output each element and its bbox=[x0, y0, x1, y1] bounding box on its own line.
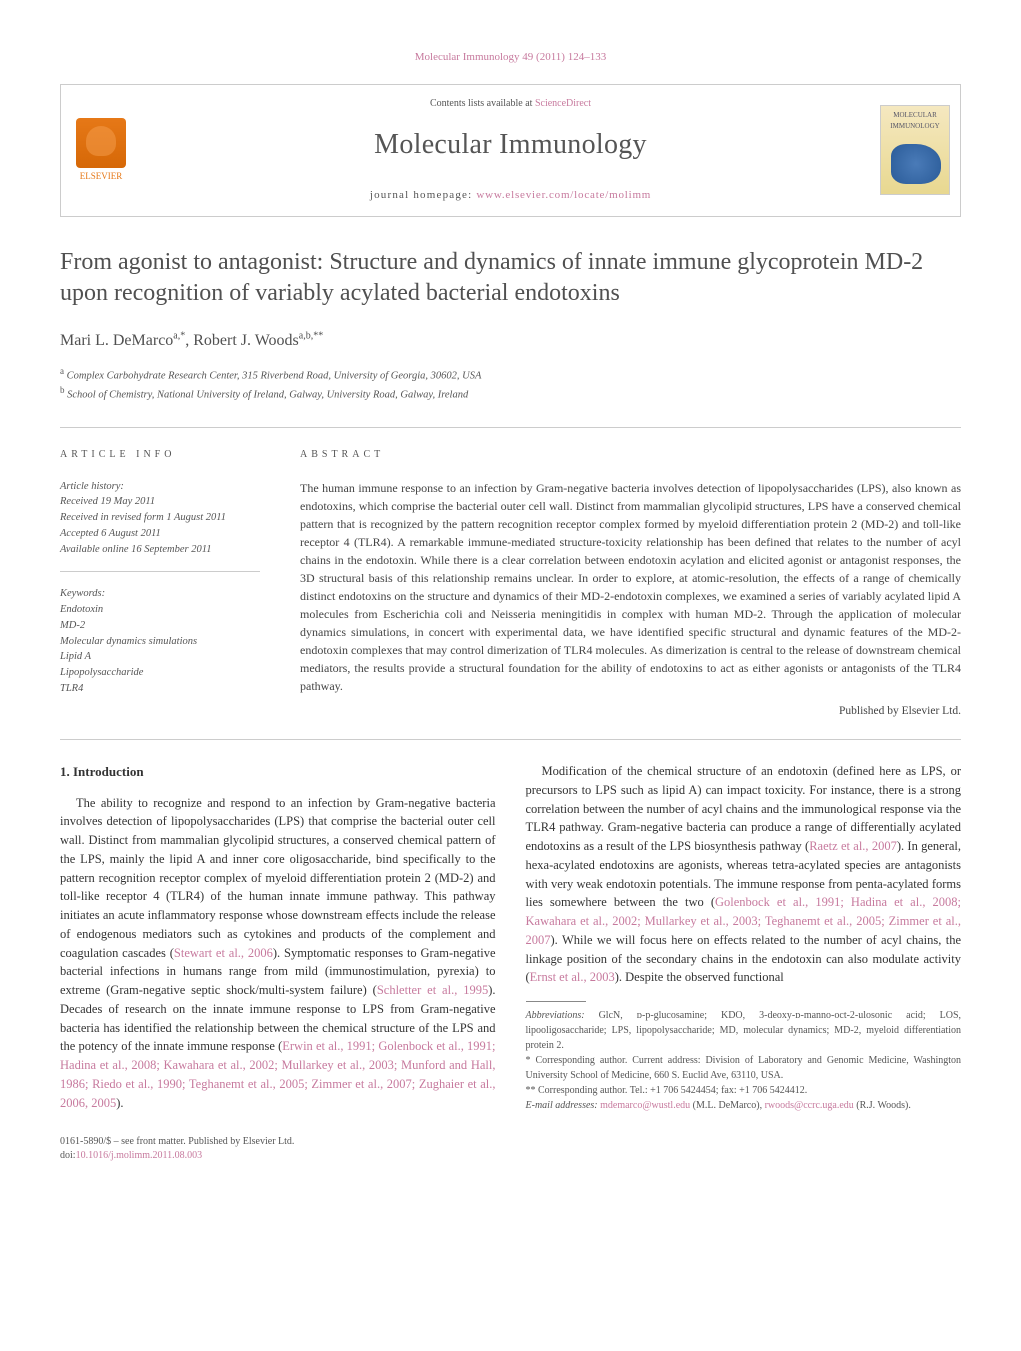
email-link[interactable]: mdemarco@wustl.edu bbox=[600, 1100, 690, 1111]
citation-link[interactable]: Schletter et al., 1995 bbox=[377, 983, 488, 997]
abbreviations-footnote: Abbreviations: GlcN, ᴅ-p-glucosamine; KD… bbox=[526, 1008, 962, 1053]
body-paragraph: The ability to recognize and respond to … bbox=[60, 794, 496, 1113]
masthead: ELSEVIER Contents lists available at Sci… bbox=[60, 84, 961, 217]
publisher-logo[interactable]: ELSEVIER bbox=[61, 118, 141, 183]
homepage-link[interactable]: www.elsevier.com/locate/molimm bbox=[476, 189, 651, 201]
keyword: Molecular dynamics simulations bbox=[60, 634, 260, 650]
body-text: The ability to recognize and respond to … bbox=[60, 796, 496, 960]
email2-who: (R.J. Woods). bbox=[854, 1100, 911, 1111]
article-history: Article history: Received 19 May 2011Rec… bbox=[60, 479, 260, 573]
section-number: 1. bbox=[60, 764, 70, 779]
journal-homepage: journal homepage: www.elsevier.com/locat… bbox=[141, 188, 880, 204]
contents-prefix: Contents lists available at bbox=[430, 98, 535, 109]
keyword: TLR4 bbox=[60, 681, 260, 697]
corr2-text: Corresponding author. Tel.: +1 706 54244… bbox=[538, 1085, 807, 1096]
footnote-rule bbox=[526, 1001, 586, 1002]
body-text: ). bbox=[116, 1096, 123, 1110]
keywords-head: Keywords: bbox=[60, 586, 260, 602]
section-heading: 1. Introduction bbox=[60, 762, 496, 782]
body-paragraph: Modification of the chemical structure o… bbox=[526, 762, 962, 987]
abstract-text: The human immune response to an infectio… bbox=[300, 479, 961, 695]
history-line: Available online 16 September 2011 bbox=[60, 542, 260, 558]
article-title: From agonist to antagonist: Structure an… bbox=[60, 247, 961, 309]
email-head: E-mail addresses: bbox=[526, 1100, 598, 1111]
abstract-column: abstract The human immune response to an… bbox=[300, 448, 961, 719]
contents-available: Contents lists available at ScienceDirec… bbox=[141, 97, 880, 112]
history-head: Article history: bbox=[60, 479, 260, 495]
homepage-prefix: journal homepage: bbox=[370, 189, 477, 201]
abstract-label: abstract bbox=[300, 448, 961, 463]
article-info-label: article info bbox=[60, 448, 260, 463]
corresponding-author-2: ** Corresponding author. Tel.: +1 706 54… bbox=[526, 1083, 962, 1098]
bottom-bar: 0161-5890/$ – see front matter. Publishe… bbox=[60, 1135, 961, 1163]
journal-name: Molecular Immunology bbox=[141, 125, 880, 166]
abstract-publisher: Published by Elsevier Ltd. bbox=[300, 703, 961, 720]
email-addresses: E-mail addresses: mdemarco@wustl.edu (M.… bbox=[526, 1098, 962, 1113]
journal-reference: Molecular Immunology 49 (2011) 124–133 bbox=[60, 50, 961, 66]
publisher-logo-label: ELSEVIER bbox=[80, 170, 123, 183]
journal-cover-thumbnail[interactable]: MOLECULAR IMMUNOLOGY bbox=[880, 105, 950, 195]
article-info-column: article info Article history: Received 1… bbox=[60, 448, 260, 719]
corr1-text: Corresponding author. Current address: D… bbox=[526, 1055, 962, 1081]
history-line: Received 19 May 2011 bbox=[60, 494, 260, 510]
citation-link[interactable]: Ernst et al., 2003 bbox=[530, 970, 615, 984]
authors: Mari L. DeMarcoa,*, Robert J. Woodsa,b,*… bbox=[60, 329, 961, 352]
email-link[interactable]: rwoods@ccrc.uga.edu bbox=[765, 1100, 854, 1111]
body-columns: 1. Introduction The ability to recognize… bbox=[60, 739, 961, 1115]
doi-link[interactable]: 10.1016/j.molimm.2011.08.003 bbox=[76, 1150, 203, 1161]
keyword: Lipid A bbox=[60, 649, 260, 665]
abbrev-text: GlcN, ᴅ-p-glucosamine; KDO, 3-deoxy-ᴅ-ma… bbox=[526, 1010, 962, 1051]
body-text: ). Despite the observed functional bbox=[615, 970, 784, 984]
article-meta-row: article info Article history: Received 1… bbox=[60, 427, 961, 719]
footnotes: Abbreviations: GlcN, ᴅ-p-glucosamine; KD… bbox=[526, 1001, 962, 1113]
doi-line: doi:10.1016/j.molimm.2011.08.003 bbox=[60, 1149, 961, 1163]
copyright-line: 0161-5890/$ – see front matter. Publishe… bbox=[60, 1135, 961, 1149]
sciencedirect-link[interactable]: ScienceDirect bbox=[535, 98, 591, 109]
affiliations: a Complex Carbohydrate Research Center, … bbox=[60, 365, 961, 404]
history-line: Accepted 6 August 2011 bbox=[60, 526, 260, 542]
keywords-block: Keywords: EndotoxinMD-2Molecular dynamic… bbox=[60, 586, 260, 696]
keyword: Endotoxin bbox=[60, 602, 260, 618]
corresponding-author-1: * Corresponding author. Current address:… bbox=[526, 1053, 962, 1083]
keyword: MD-2 bbox=[60, 618, 260, 634]
email1-who: (M.L. DeMarco), bbox=[690, 1100, 764, 1111]
history-line: Received in revised form 1 August 2011 bbox=[60, 510, 260, 526]
keyword: Lipopolysaccharide bbox=[60, 665, 260, 681]
abbrev-head: Abbreviations: bbox=[526, 1010, 585, 1021]
elsevier-tree-icon bbox=[76, 118, 126, 168]
citation-link[interactable]: Raetz et al., 2007 bbox=[809, 839, 897, 853]
section-title: Introduction bbox=[73, 764, 144, 779]
citation-link[interactable]: Stewart et al., 2006 bbox=[174, 946, 273, 960]
masthead-center: Contents lists available at ScienceDirec… bbox=[141, 97, 880, 204]
doi-prefix: doi: bbox=[60, 1150, 76, 1161]
